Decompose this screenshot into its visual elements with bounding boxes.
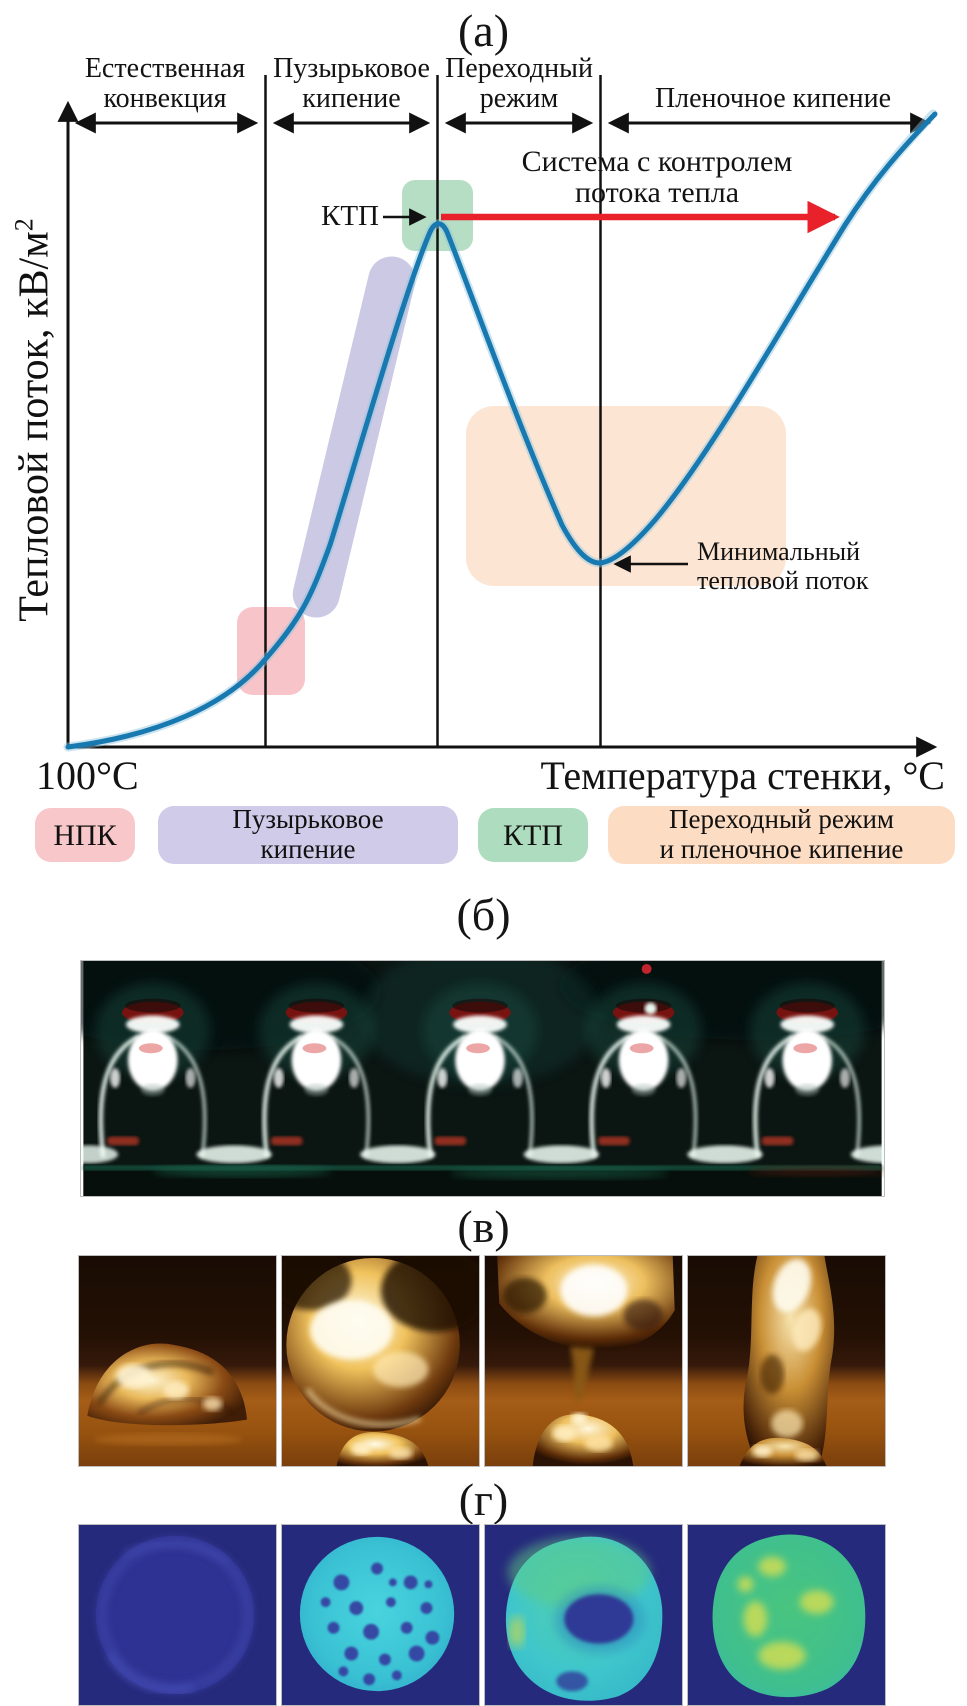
- ir-image-2: [281, 1524, 480, 1706]
- region-label-natural-convection: Естественная конвекция: [84, 53, 246, 114]
- boiling-curve-plot: [57, 75, 938, 758]
- legend-item-nucleate: Пузырьковое кипение: [158, 804, 458, 864]
- boiling-curve: [65, 111, 938, 750]
- legend-item-transition-film: Переходный режим и пленочное кипение: [608, 804, 955, 864]
- nucleate-boiling-photo: [80, 960, 885, 1197]
- bubble-growth-photo-4: [687, 1255, 886, 1467]
- x-axis-label: Температура стенки, °С: [540, 753, 945, 798]
- bubble-growth-photo-3: [484, 1255, 683, 1467]
- region-label-film-boiling: Пленочное кипение: [654, 83, 892, 114]
- ir-image-4: [687, 1524, 886, 1706]
- region-label-transition: Переходный режим: [445, 53, 593, 114]
- y-axis-label-text: Тепловой поток, кВ/м: [11, 231, 58, 622]
- panel-v-title: (в): [457, 1201, 510, 1252]
- region-label-nucleate-boiling: Пузырьковое кипение: [273, 53, 430, 114]
- y-axis-label: Тепловой поток, кВ/м2: [10, 218, 59, 621]
- min-flux-annotation: Минимальный тепловой поток: [697, 537, 869, 596]
- system-control-annotation: Система с контролем потока тепла: [521, 145, 793, 210]
- x-origin-label: 100°С: [36, 753, 139, 798]
- legend-item-onb: НПК: [35, 808, 135, 862]
- chf-annotation: КТП: [321, 200, 379, 232]
- panel-b-title: (б): [456, 889, 511, 940]
- bubble-growth-photo-1: [78, 1255, 277, 1467]
- panel-a-title: (а): [457, 5, 510, 56]
- ir-image-1: [78, 1524, 277, 1706]
- y-axis-label-sup: 2: [9, 218, 39, 232]
- bubble-growth-photo-2: [281, 1255, 480, 1467]
- chart-legend: НПК Пузырьковое кипение КТП Переходный р…: [0, 804, 967, 864]
- boiling-curve-chart: Тепловой поток, кВ/м2 Естественная конве…: [0, 0, 967, 812]
- panel-g-title: (г): [458, 1474, 509, 1525]
- nucleate-purple-highlight: [292, 256, 416, 618]
- ir-image-3: [484, 1524, 683, 1706]
- legend-item-chf: КТП: [478, 808, 588, 862]
